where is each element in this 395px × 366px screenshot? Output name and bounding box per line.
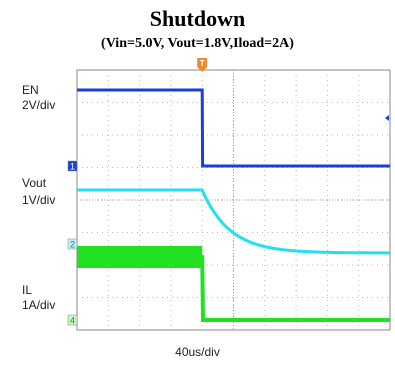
trigger-level-arrow	[385, 115, 389, 121]
plot-grid	[76, 69, 391, 331]
chart-title: Shutdown	[149, 6, 246, 31]
plot-traces	[77, 88, 390, 322]
channel-4-marker: 4	[67, 314, 78, 326]
trigger-marker: T	[197, 58, 208, 72]
vout-label: Vout	[22, 176, 47, 190]
trigger-marker-label: T	[200, 59, 205, 68]
channel-1-marker-box	[67, 160, 78, 172]
plot-markers: 1 2 4 T	[67, 58, 389, 326]
vout-scale-label: 1V/div	[22, 193, 56, 207]
trace-en	[77, 88, 390, 168]
channel-1-marker: 1	[67, 160, 78, 172]
trigger-marker-shape	[197, 58, 208, 72]
channel-4-marker-label: 4	[70, 316, 75, 326]
en-scale-label: 2V/div	[22, 98, 56, 112]
channel-1-marker-label: 1	[70, 162, 75, 172]
en-label: EN	[22, 83, 39, 97]
chart-subtitle: (Vin=5.0V, Vout=1.8V,Iload=2A)	[101, 36, 294, 51]
channel-2-marker: 2	[67, 238, 78, 250]
channel-2-marker-label: 2	[70, 240, 75, 250]
channel-4-marker-box	[67, 314, 78, 326]
trace-il-ripple-band	[77, 246, 203, 268]
trace-vout	[77, 188, 390, 255]
channel-2-marker-box	[67, 238, 78, 250]
x-axis-label: 40us/div	[175, 345, 220, 359]
il-label: IL	[22, 283, 33, 297]
il-scale-label: 1A/div	[22, 298, 56, 312]
